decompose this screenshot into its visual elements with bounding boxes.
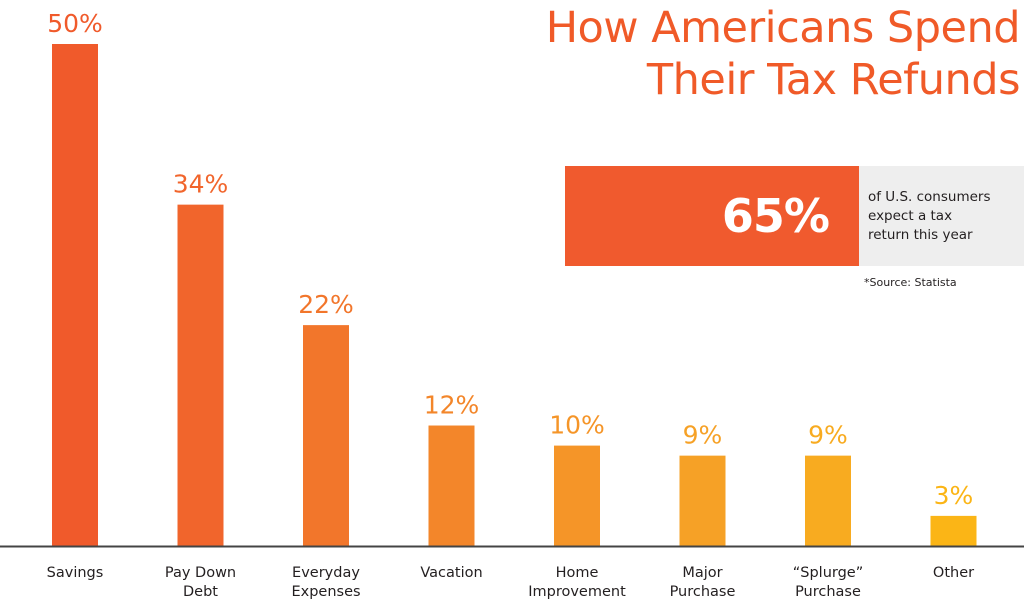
value-label: 9% <box>808 421 848 450</box>
value-label: 9% <box>683 421 723 450</box>
source-note: *Source: Statista <box>864 276 957 289</box>
bar <box>554 445 600 546</box>
category-label: Other <box>933 565 974 581</box>
category-label: Major Purchase <box>670 565 736 600</box>
bar <box>930 515 977 546</box>
stat-value: 65% <box>721 189 830 243</box>
title-line-1: How Americans Spend <box>545 3 1021 53</box>
bar <box>303 325 349 546</box>
bar <box>428 425 475 546</box>
chart-title: How Americans Spend Their Tax Refunds <box>460 2 1021 106</box>
stat-callout-box: 65% <box>565 166 859 266</box>
stat-description-panel: of U.S. consumers expect a tax return th… <box>859 166 1024 266</box>
value-label: 50% <box>47 9 103 38</box>
bar <box>805 455 851 546</box>
stat-description: of U.S. consumers expect a tax return th… <box>868 188 1018 245</box>
category-label: Savings <box>47 565 104 581</box>
bar <box>679 455 726 546</box>
stat-desc-line-2: expect a tax <box>868 208 953 224</box>
category-label: Pay Down Debt <box>165 565 236 600</box>
stat-desc-line-1: of U.S. consumers <box>868 189 991 205</box>
category-label: Everyday Expenses <box>291 565 360 600</box>
title-line-2: Their Tax Refunds <box>646 55 1021 105</box>
bar <box>52 44 98 546</box>
category-label: Vacation <box>420 565 482 581</box>
bar <box>177 204 224 546</box>
stat-desc-line-3: return this year <box>868 227 973 243</box>
value-label: 3% <box>934 481 974 510</box>
category-label: “Splurge” Purchase <box>793 565 863 600</box>
value-label: 10% <box>549 411 605 440</box>
value-label: 12% <box>424 391 480 420</box>
category-label: Home Improvement <box>528 565 626 600</box>
value-label: 34% <box>173 170 229 199</box>
value-label: 22% <box>298 290 354 319</box>
